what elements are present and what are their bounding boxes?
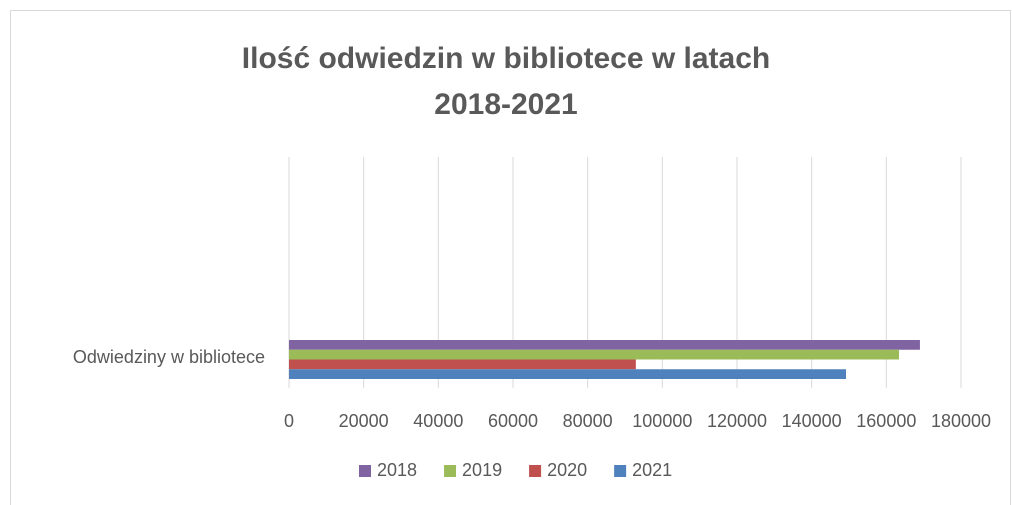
legend-swatch — [359, 465, 371, 477]
bar — [289, 340, 920, 350]
x-tick-label: 100000 — [632, 411, 692, 431]
bar — [289, 369, 847, 379]
legend-label: 2020 — [547, 460, 587, 480]
y-tick-label: Odwiedziny w bibliotece — [73, 347, 265, 367]
legend-swatch — [614, 465, 627, 477]
x-tick-label: 60000 — [488, 411, 538, 431]
legend-label: 2021 — [632, 460, 672, 480]
legend-label: 2019 — [462, 460, 502, 480]
x-tick-label: 40000 — [413, 411, 463, 431]
bar — [289, 359, 636, 370]
legend-label: 2018 — [377, 460, 417, 480]
x-tick-label: 20000 — [339, 411, 389, 431]
x-tick-label: 180000 — [931, 411, 991, 431]
legend-swatch — [444, 465, 457, 477]
x-tick-label: 80000 — [563, 411, 613, 431]
chart-title: Ilość odwiedzin w bibliotece w latach 20… — [241, 42, 771, 121]
x-tick-label: 0 — [284, 411, 294, 431]
bar — [289, 349, 900, 360]
chart-border — [10, 10, 1011, 505]
x-tick-label: 160000 — [856, 411, 916, 431]
legend-swatch — [529, 465, 542, 477]
x-tick-label: 140000 — [782, 411, 842, 431]
x-tick-label: 120000 — [707, 411, 767, 431]
